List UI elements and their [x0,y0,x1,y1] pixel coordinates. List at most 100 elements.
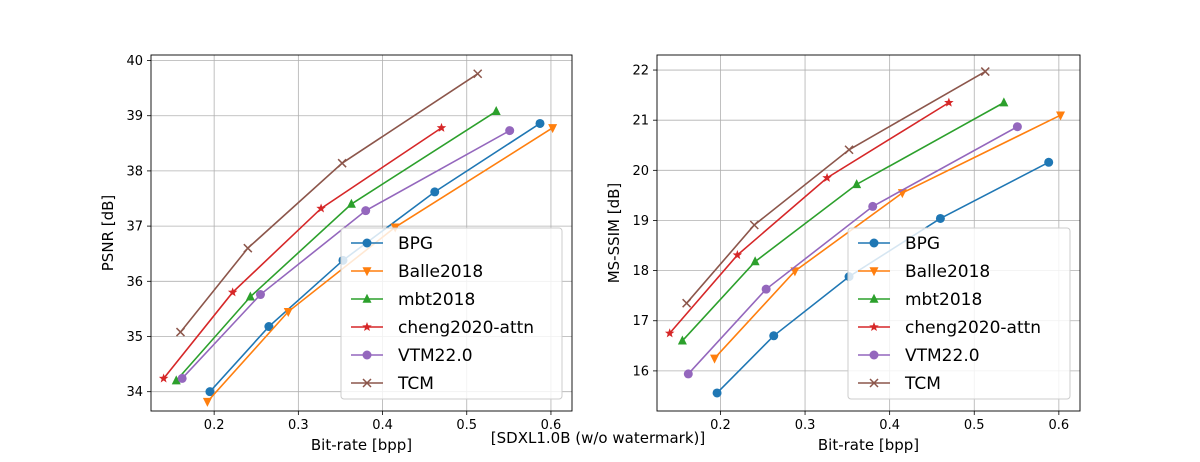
x-tick-label: 0.4 [879,418,900,433]
data-point [682,298,692,308]
data-point [677,335,687,345]
legend-item: mbt2018 [351,290,475,310]
data-point [761,284,771,294]
x-tick-label: 0.2 [710,418,731,433]
legend-label: mbt2018 [905,290,982,310]
data-point [1044,157,1054,167]
y-tick-label: 40 [126,54,143,69]
x-tick-label: 0.2 [204,418,225,433]
legend-item: TCM [858,374,941,394]
legend-item: Balle2018 [351,262,483,282]
series-line [163,127,442,379]
y-axis-label: MS-SSIM [dB] [605,183,623,284]
legend-marker [869,267,879,277]
y-tick-label: 34 [126,385,143,400]
data-point [243,243,253,253]
data-point [245,291,255,301]
data-point [822,172,832,182]
y-tick-label: 37 [126,220,143,235]
data-point [769,331,779,341]
x-tick-label: 0.5 [964,418,985,433]
data-point [1012,122,1022,132]
data-point [361,206,371,216]
series-vtm22-0 [683,122,1022,379]
x-axis-label: Bit-rate [bpp] [818,436,919,454]
series-cheng2020-attn [664,97,954,338]
data-point [175,327,186,337]
legend-item: BPG [351,234,433,254]
legend-label: cheng2020-attn [398,318,534,338]
legend-marker [362,350,372,360]
data-point [505,126,515,136]
data-point [535,118,545,128]
figure-caption: [SDXL1.0B (w/o watermark)] [491,429,705,447]
data-point [177,373,187,383]
series-mbt2018 [171,105,501,385]
data-point [868,201,878,211]
legend-label: Balle2018 [398,262,483,282]
y-tick-label: 19 [632,214,649,229]
series-line [669,101,950,334]
legend-marker [869,322,879,332]
data-point [283,307,293,317]
data-point [205,387,215,397]
data-point [491,105,501,115]
series-line [687,125,1018,375]
data-point [852,179,862,189]
legend-marker [362,238,372,248]
legend-label: BPG [398,234,433,254]
legend-label: cheng2020-attn [905,318,1041,338]
x-tick-label: 0.4 [372,418,393,433]
data-point [935,213,945,223]
series-line [175,110,497,382]
series-line [181,129,511,379]
data-point [712,388,722,398]
legend-label: VTM22.0 [398,346,473,366]
data-point [980,67,990,77]
axes-frame [150,54,573,412]
data-point [750,256,760,266]
y-tick-label: 20 [632,164,649,179]
axes-frame [656,54,1081,412]
data-point [548,124,558,134]
legend-item: mbt2018 [858,290,982,310]
data-point [316,203,326,213]
legend-label: VTM22.0 [905,346,980,366]
series-vtm22-0 [177,126,515,383]
data-point [473,69,483,79]
data-point [255,290,265,300]
data-point [436,122,447,132]
series-line [681,101,1005,342]
x-tick-label: 0.5 [456,418,477,433]
x-tick-label: 0.6 [1049,418,1070,433]
data-point [710,354,720,364]
legend: BPG Balle2018 mbt2018 cheng2020-attn VTM22.0… [847,227,1071,400]
y-tick-label: 39 [126,109,143,124]
data-point [944,97,954,107]
legend-item: TCM [351,374,434,394]
ms-ssim-chart: 0.2 0.3 0.4 0.5 0.6 16 17 18 19 20 21 22 Bit-rate [b… [605,54,1081,454]
y-tick-label: 21 [632,114,649,129]
psnr-chart: 0.2 0.3 0.4 0.5 0.6 34 35 36 37 38 39 40 Bit-rate [b… [99,54,573,454]
data-point [158,373,169,383]
legend-label: mbt2018 [398,290,475,310]
data-point [683,369,693,379]
legend-item: cheng2020-attn [858,318,1041,338]
data-point [1056,111,1066,121]
legend-item: VTM22.0 [351,346,473,366]
data-point [430,187,440,197]
legend-marker [362,293,372,303]
legend-label: BPG [905,234,940,254]
legend-item: VTM22.0 [858,346,980,366]
y-tick-label: 17 [632,314,649,329]
data-point [202,397,212,407]
data-point [664,328,675,338]
data-point [844,145,854,155]
data-point [171,375,181,385]
legend-label: Balle2018 [905,262,990,282]
series-tcm [682,67,990,308]
y-tick-label: 16 [632,364,649,379]
data-point [227,287,238,297]
data-point [337,158,347,168]
